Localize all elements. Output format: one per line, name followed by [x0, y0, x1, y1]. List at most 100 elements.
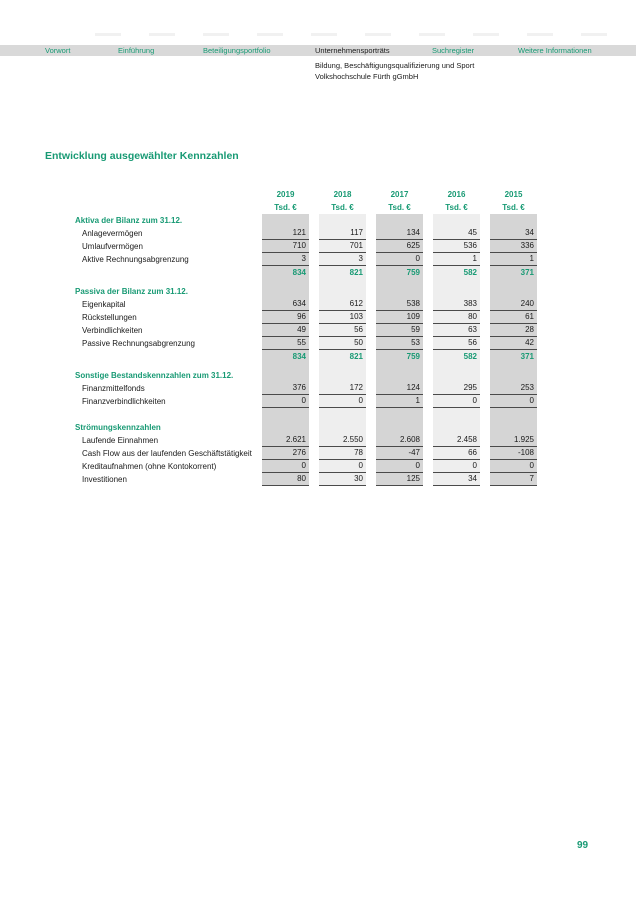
table-row: Aktive Rechnungsabgrenzung 3 3 0 1 1	[75, 253, 537, 266]
unit-header: Tsd. €	[388, 203, 411, 212]
unit-header: Tsd. €	[445, 203, 468, 212]
total-cell: 759	[406, 268, 420, 277]
value-cell: 0	[262, 460, 309, 473]
value-cell: 53	[376, 337, 423, 350]
nav-item-vorwort[interactable]: Vorwort	[45, 46, 71, 55]
nav-item-beteiligungsportfolio[interactable]: Beteiligungsportfolio	[203, 46, 271, 55]
table-row: Anlagevermögen 121 117 134 45 34	[75, 227, 537, 240]
year-header: 2016	[447, 190, 466, 199]
value-cell: 121	[262, 227, 309, 240]
value-cell: 103	[319, 311, 366, 324]
value-cell: 0	[490, 460, 537, 473]
value-cell: 0	[262, 395, 309, 408]
value-cell: 0	[376, 253, 423, 266]
table-row: Finanzverbindlichkeiten 0 0 1 0 0	[75, 395, 537, 408]
table-section-header: Aktiva der Bilanz zum 31.12.	[75, 214, 537, 227]
column-stripe	[376, 214, 423, 486]
value-cell: 538	[376, 298, 423, 311]
value-cell: 56	[319, 324, 366, 337]
row-label: Investitionen	[82, 475, 127, 484]
value-cell: 1	[433, 253, 480, 266]
value-cell: 276	[262, 447, 309, 460]
page-number: 99	[577, 840, 589, 851]
column-stripe	[319, 214, 366, 486]
table-section-header: Strömungskennzahlen	[75, 421, 537, 434]
value-cell: 383	[433, 298, 480, 311]
value-cell: 49	[262, 324, 309, 337]
section-title: Strömungskennzahlen	[75, 423, 161, 432]
value-cell: -108	[490, 447, 537, 460]
nav-item-einf-hrung[interactable]: Einführung	[118, 46, 155, 55]
row-label: Aktive Rechnungsabgrenzung	[82, 255, 189, 264]
value-cell: 336	[490, 240, 537, 253]
value-cell: 1	[490, 253, 537, 266]
value-cell: 0	[433, 460, 480, 473]
value-cell: 125	[376, 473, 423, 486]
value-cell: 1	[376, 395, 423, 408]
value-cell: 66	[433, 447, 480, 460]
value-cell: 2.458	[433, 434, 480, 447]
value-cell: 45	[433, 227, 480, 240]
unit-header: Tsd. €	[331, 203, 354, 212]
value-cell: 240	[490, 298, 537, 311]
value-cell: 80	[262, 473, 309, 486]
value-cell: 28	[490, 324, 537, 337]
value-cell: 2.608	[376, 434, 423, 447]
total-cell: 821	[349, 352, 363, 361]
value-cell: 50	[319, 337, 366, 350]
table-row: Passive Rechnungsabgrenzung 55 50 53 56 42	[75, 337, 537, 350]
value-cell: 1.925	[490, 434, 537, 447]
table-row: Rückstellungen 96 103 109 80 61	[75, 311, 537, 324]
value-cell: 134	[376, 227, 423, 240]
table-head-years: 2019 2018 2017 2016 2015	[75, 188, 537, 201]
column-stripe	[490, 214, 537, 486]
column-stripe	[262, 214, 309, 486]
row-label: Verbindlichkeiten	[82, 326, 143, 335]
value-cell: 0	[376, 460, 423, 473]
total-cell: 834	[292, 268, 306, 277]
total-cell: 582	[463, 268, 477, 277]
value-cell: 253	[490, 382, 537, 395]
row-label: Anlagevermögen	[82, 229, 143, 238]
value-cell: 710	[262, 240, 309, 253]
row-label: Finanzverbindlichkeiten	[82, 397, 166, 406]
chapter-subheader: Bildung, Beschäftigungsqualifizierung un…	[315, 60, 474, 82]
column-stripe	[433, 214, 480, 486]
chapter-line: Bildung, Beschäftigungsqualifizierung un…	[315, 61, 475, 70]
unit-header: Tsd. €	[502, 203, 525, 212]
value-cell: 2.621	[262, 434, 309, 447]
value-cell: 34	[490, 227, 537, 240]
value-cell: 0	[433, 395, 480, 408]
year-header: 2017	[390, 190, 409, 199]
key-figures-table: 2019 2018 2017 2016 2015 Tsd. € Tsd. € Tsd. € T…	[75, 188, 537, 486]
value-cell: 625	[376, 240, 423, 253]
section-gap	[75, 408, 537, 421]
year-header: 2015	[504, 190, 523, 199]
scan-artifact	[95, 33, 635, 36]
value-cell: 55	[262, 337, 309, 350]
table-body: Aktiva der Bilanz zum 31.12. Anlagevermög…	[75, 214, 537, 486]
table-row: Verbindlichkeiten 49 56 59 63 28	[75, 324, 537, 337]
company-line: Volkshochschule Fürth gGmbH	[315, 72, 419, 81]
nav-item-weitere-informationen[interactable]: Weitere Informationen	[518, 46, 592, 55]
table-total-row: 834 821 759 582 371	[75, 266, 537, 279]
total-cell: 371	[520, 268, 534, 277]
value-cell: 3	[262, 253, 309, 266]
nav-item-unternehmensportr-ts[interactable]: Unternehmensporträts	[315, 46, 390, 55]
value-cell: 7	[490, 473, 537, 486]
nav-item-suchregister[interactable]: Suchregister	[432, 46, 475, 55]
section-title: Sonstige Bestandskennzahlen zum 31.12.	[75, 371, 234, 380]
value-cell: 124	[376, 382, 423, 395]
year-header: 2018	[333, 190, 352, 199]
value-cell: 59	[376, 324, 423, 337]
total-cell: 759	[406, 352, 420, 361]
value-cell: 376	[262, 382, 309, 395]
value-cell: 109	[376, 311, 423, 324]
total-cell: 582	[463, 352, 477, 361]
total-cell: 834	[292, 352, 306, 361]
value-cell: 536	[433, 240, 480, 253]
table-row: Investitionen 80 30 125 34 7	[75, 473, 537, 486]
value-cell: 63	[433, 324, 480, 337]
value-cell: 42	[490, 337, 537, 350]
